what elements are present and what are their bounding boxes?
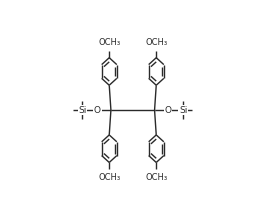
Text: OCH₃: OCH₃	[98, 173, 120, 182]
Text: Si: Si	[78, 106, 87, 115]
Text: OCH₃: OCH₃	[145, 38, 167, 48]
Text: O: O	[164, 106, 171, 115]
Text: O: O	[94, 106, 101, 115]
Text: OCH₃: OCH₃	[145, 173, 167, 182]
Text: Si: Si	[179, 106, 187, 115]
Text: OCH₃: OCH₃	[98, 38, 120, 48]
